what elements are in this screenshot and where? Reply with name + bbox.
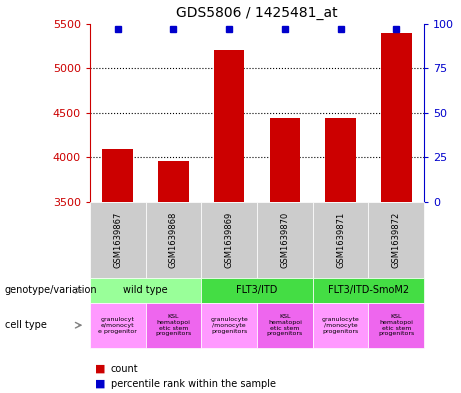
Title: GDS5806 / 1425481_at: GDS5806 / 1425481_at [176,6,338,20]
Text: granulocyt
e/monocyt
e progenitor: granulocyt e/monocyt e progenitor [98,317,137,334]
Text: GSM1639872: GSM1639872 [392,212,401,268]
Bar [158,161,189,202]
Text: FLT3/ITD: FLT3/ITD [236,285,278,296]
Text: ■: ■ [95,379,105,389]
Bar [270,118,300,202]
Text: KSL
hematopoi
etic stem
progenitors: KSL hematopoi etic stem progenitors [155,314,192,336]
Text: cell type: cell type [5,320,47,330]
Bar [325,118,356,202]
Text: GSM1639868: GSM1639868 [169,212,178,268]
Text: ■: ■ [95,364,105,374]
Bar [381,33,412,202]
Text: KSL
hematopoi
etic stem
progenitors: KSL hematopoi etic stem progenitors [267,314,303,336]
Text: GSM1639869: GSM1639869 [225,212,234,268]
Text: percentile rank within the sample: percentile rank within the sample [111,379,276,389]
Text: wild type: wild type [123,285,168,296]
Text: granulocyte
/monocyte
progenitors: granulocyte /monocyte progenitors [322,317,360,334]
Text: FLT3/ITD-SmoM2: FLT3/ITD-SmoM2 [328,285,409,296]
Text: granulocyte
/monocyte
progenitors: granulocyte /monocyte progenitors [210,317,248,334]
Bar [102,149,133,202]
Bar [214,50,244,202]
Text: KSL
hematopoi
etic stem
progenitors: KSL hematopoi etic stem progenitors [378,314,414,336]
Text: GSM1639871: GSM1639871 [336,212,345,268]
Text: genotype/variation: genotype/variation [5,285,97,296]
Text: GSM1639870: GSM1639870 [280,212,290,268]
Text: GSM1639867: GSM1639867 [113,212,122,268]
Text: count: count [111,364,138,374]
